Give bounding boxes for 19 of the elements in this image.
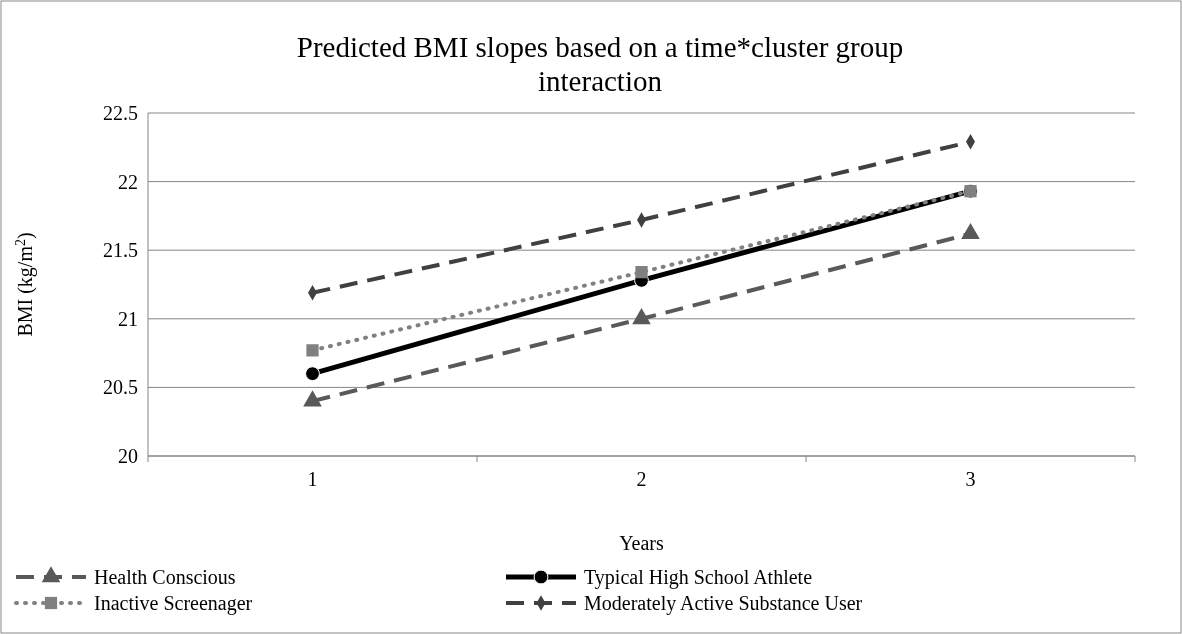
legend-label: Moderately Active Substance User [584,592,863,615]
point [306,344,319,357]
point [635,266,648,279]
y-tick-label: 20.5 [103,376,138,399]
x-tick-label: 3 [965,468,976,490]
point [632,308,651,325]
legend-label: Health Conscious [94,566,236,588]
y-tick-label: 21.5 [103,239,138,262]
y-tick-label: 22 [118,170,138,193]
y-tick-label: 20 [118,445,138,467]
chart-title: Predicted BMI slopes based on a time*cluster group interaction [295,30,905,98]
y-tick-label: 22.5 [103,102,138,124]
legend-label: Inactive Screenager [94,592,253,615]
x-axis-title: Years [619,532,665,554]
point [305,366,320,382]
x-tick-label: 2 [636,468,647,490]
y-tick-label: 21 [118,307,138,330]
legend-label: Typical High School Athlete [584,566,813,589]
x-tick-label: 1 [307,468,318,490]
